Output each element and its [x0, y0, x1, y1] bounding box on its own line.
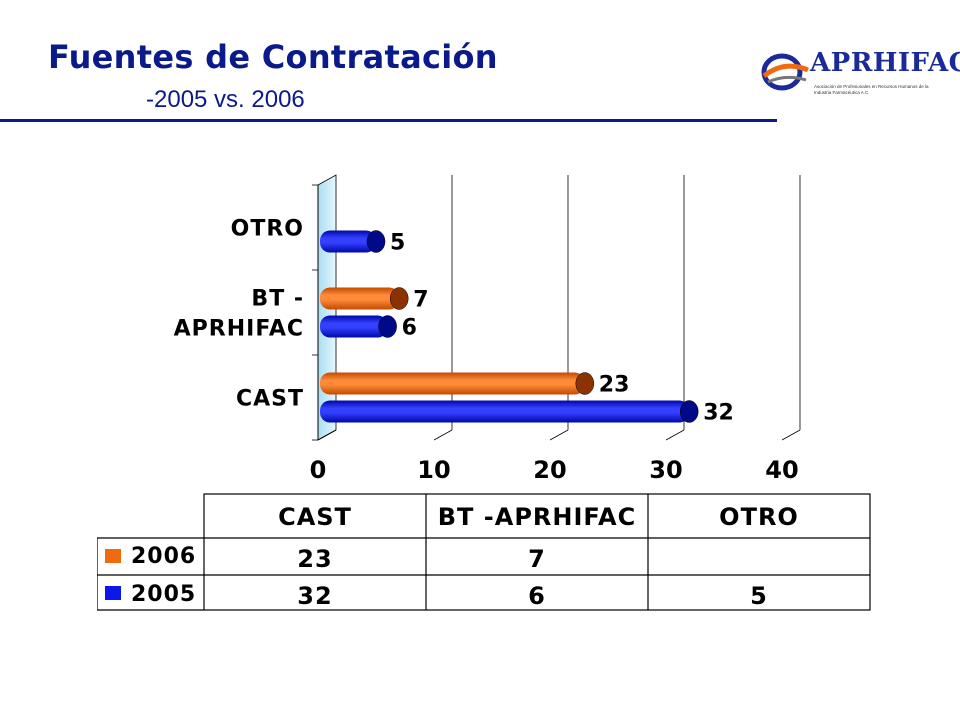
table-row-label-2006: 2006 — [131, 544, 197, 569]
x-tick-label: 40 — [765, 456, 798, 484]
floor-tick-line — [665, 429, 685, 441]
logo-swoosh-icon — [761, 53, 809, 91]
x-tick-label: 30 — [649, 456, 682, 484]
data-label: 7 — [413, 288, 428, 313]
title-underline — [0, 119, 777, 122]
table-header-cast: CAST — [278, 503, 352, 531]
data-label: 32 — [703, 401, 734, 426]
bar-cap — [378, 315, 397, 338]
logo-wordmark: APRHIFAC — [810, 48, 960, 78]
bar-2005-cast — [320, 400, 690, 423]
x-axis-line — [317, 429, 337, 441]
legend-swatch-2005 — [105, 586, 121, 600]
x-tick-label: 0 — [310, 456, 327, 484]
page-subtitle: -2005 vs. 2006 — [146, 86, 305, 113]
table-header-otro: OTRO — [719, 503, 799, 531]
data-label: 5 — [390, 231, 405, 256]
bar-cap — [679, 400, 699, 423]
category-label: BT - — [251, 287, 304, 312]
table-cell: 7 — [528, 545, 546, 573]
bar-2005-otro — [320, 230, 376, 253]
page-title: Fuentes de Contratación — [48, 38, 498, 76]
legend-swatch-2006 — [105, 549, 121, 563]
table-cell: 5 — [750, 582, 768, 610]
x-tick-label: 10 — [417, 456, 450, 484]
bar-2006-bt-aprhifac — [320, 287, 400, 310]
category-label: APRHIFAC — [174, 317, 304, 342]
table-row-label-2005: 2005 — [131, 582, 197, 607]
data-label: 23 — [599, 373, 630, 398]
table-cell: 6 — [528, 582, 546, 610]
table-cell: 32 — [297, 582, 333, 610]
bar-2005-bt-aprhifac — [320, 315, 388, 338]
floor-tick-line — [781, 429, 801, 441]
data-table-grid — [97, 493, 871, 611]
bar-2006-cast — [320, 372, 585, 395]
logo-tagline: Asociación de Profesionales en Recursos … — [814, 84, 929, 95]
bar-cap — [366, 230, 386, 253]
aprhifac-logo: APRHIFAC Asociación de Profesionales en … — [758, 40, 960, 102]
category-label: OTRO — [231, 217, 304, 242]
x-tick-label: 20 — [533, 456, 566, 484]
bar-cap — [575, 372, 595, 395]
floor-tick-line — [433, 429, 453, 441]
data-label: 6 — [402, 316, 417, 341]
bar-cap — [389, 287, 409, 310]
table-cell: 23 — [297, 545, 333, 573]
category-label: CAST — [236, 387, 304, 412]
floor-tick-line — [549, 429, 569, 441]
table-header-bt-aprhifac: BT -APRHIFAC — [437, 503, 637, 531]
